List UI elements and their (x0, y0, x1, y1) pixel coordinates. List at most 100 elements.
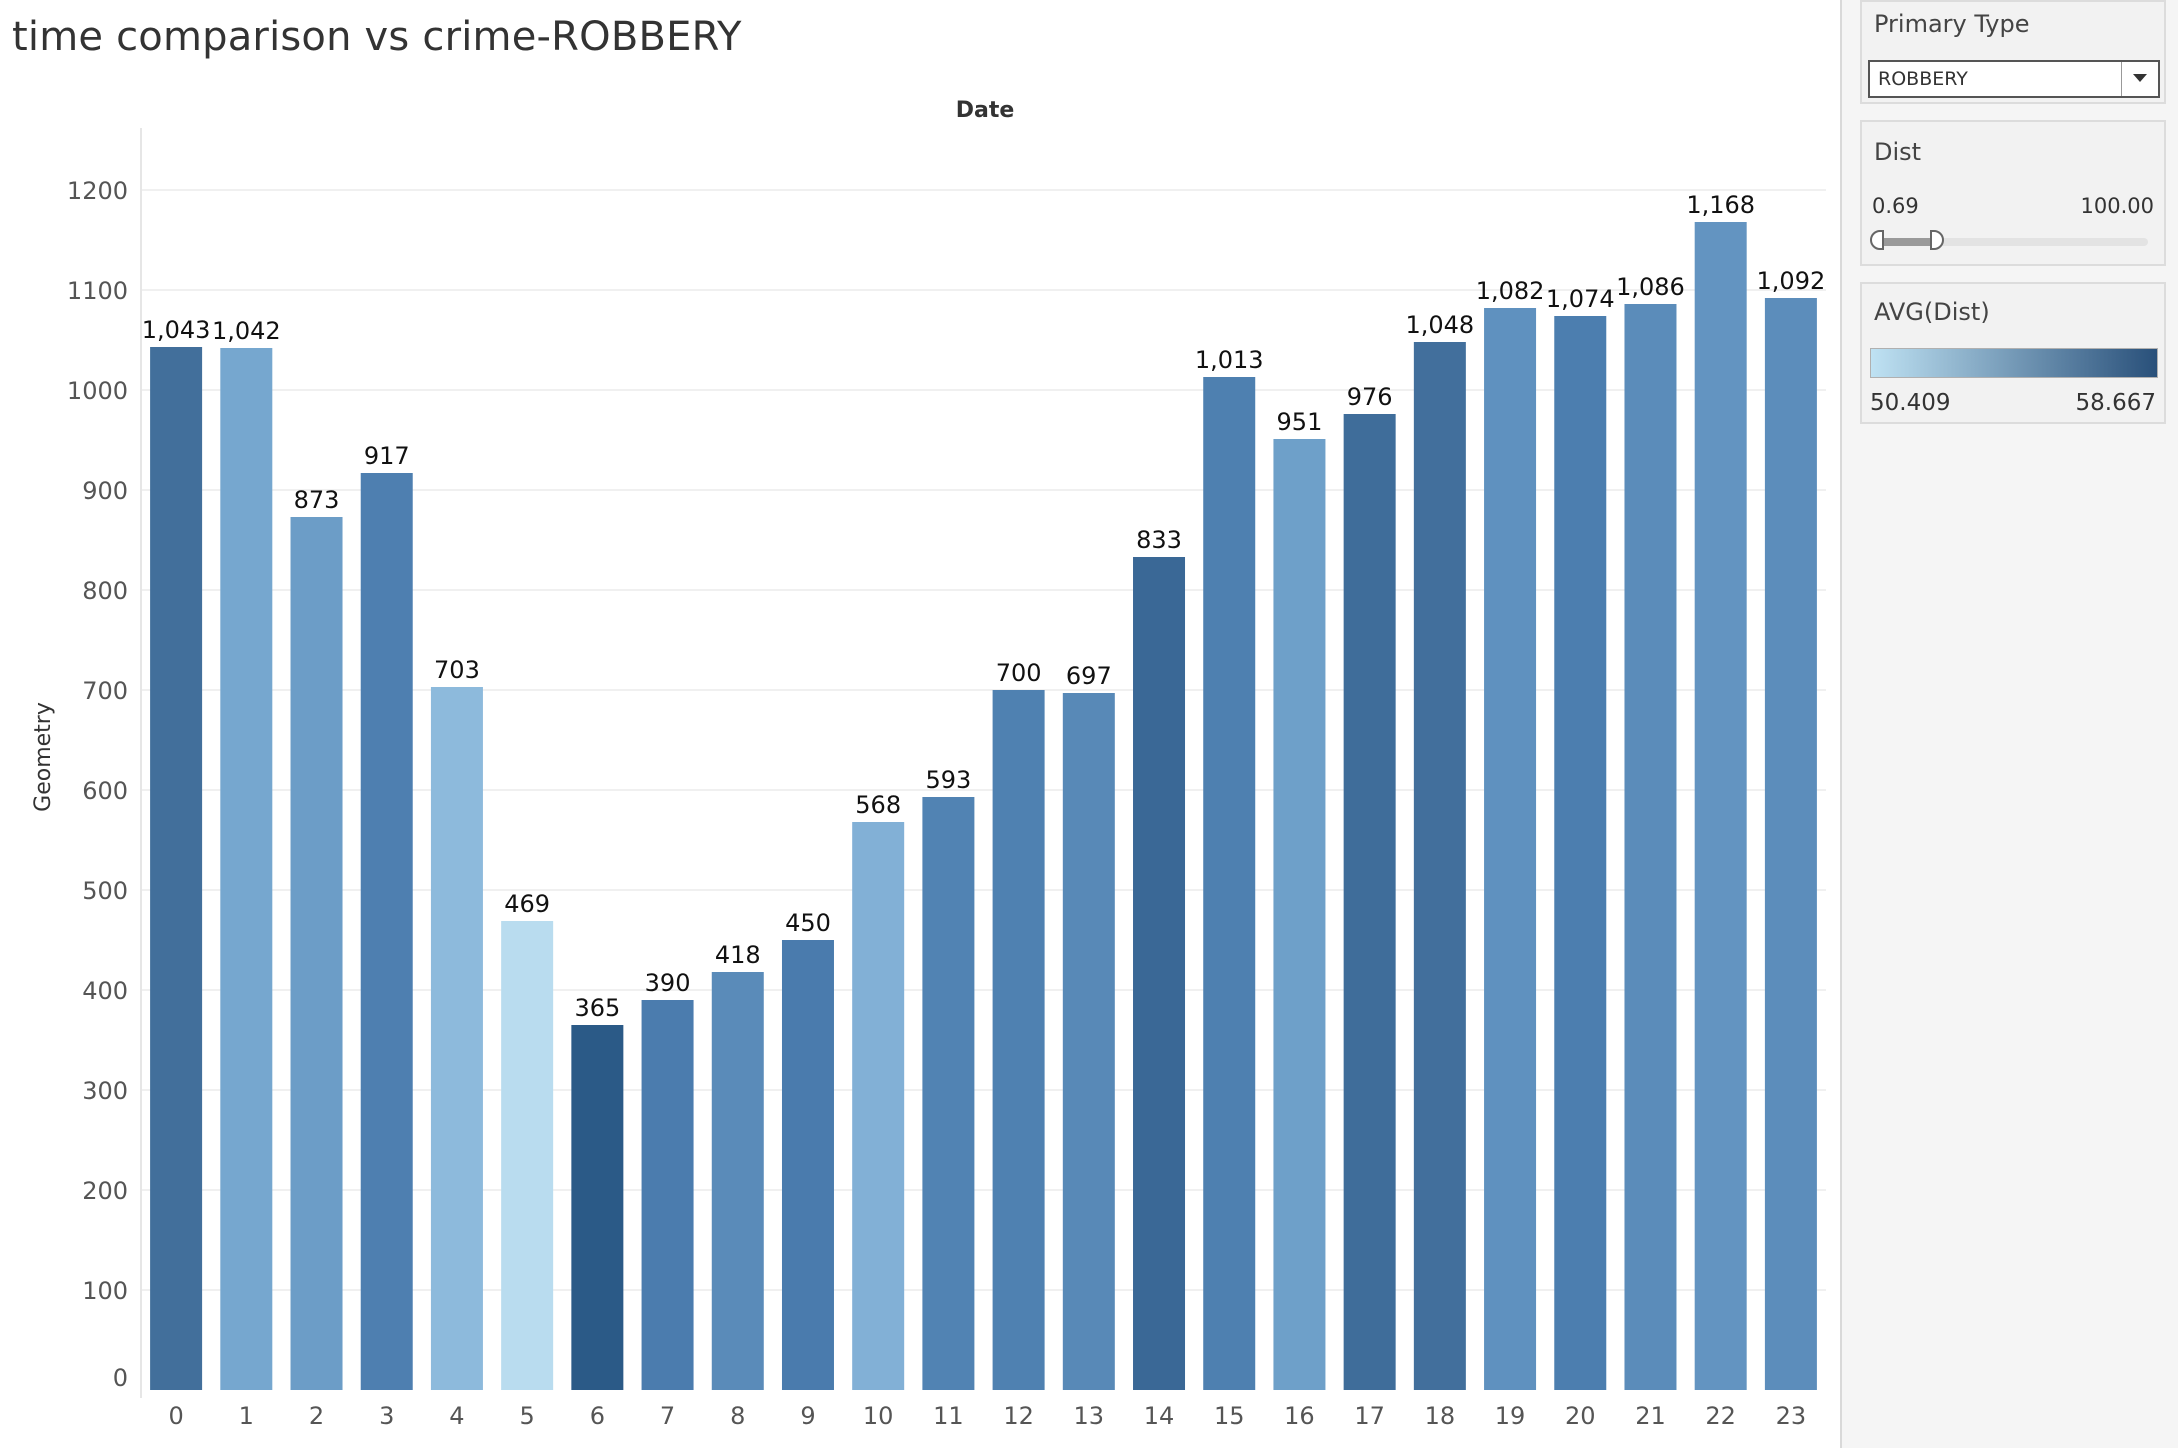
y-tick-label: 200 (82, 1177, 128, 1205)
x-tick-label: 14 (1144, 1402, 1175, 1430)
dist-slider-min-handle[interactable] (1870, 230, 1884, 250)
y-tick-label: 600 (82, 777, 128, 805)
dist-filter-title: Dist (1874, 138, 1922, 166)
data-label: 700 (996, 659, 1042, 687)
data-label: 1,074 (1546, 285, 1615, 313)
y-axis-title: Geometry (31, 702, 56, 812)
bar[interactable] (1694, 222, 1747, 1390)
data-label: 1,082 (1476, 277, 1545, 305)
x-tick-label: 13 (1074, 1402, 1105, 1430)
y-tick-label: 1100 (67, 277, 128, 305)
x-tick-label: 19 (1495, 1402, 1526, 1430)
bar[interactable] (992, 690, 1045, 1390)
bar-chart: 0100200300400500600700800900100011001200… (31, 98, 1826, 1430)
dist-max-value: 100.00 (2080, 194, 2154, 218)
x-tick-label: 18 (1425, 1402, 1456, 1430)
bar[interactable] (1203, 377, 1256, 1390)
avg-dist-legend-title: AVG(Dist) (1874, 298, 1990, 326)
bar[interactable] (220, 348, 273, 1390)
primary-type-dropdown[interactable]: ROBBERY (1868, 60, 2160, 98)
x-tick-label: 7 (660, 1402, 675, 1430)
bar[interactable] (1624, 304, 1677, 1390)
dist-slider-range (1876, 238, 1939, 246)
y-tick-label: 900 (82, 477, 128, 505)
x-tick-label: 21 (1635, 1402, 1666, 1430)
x-tick-label: 1 (239, 1402, 254, 1430)
dist-slider-track[interactable] (1876, 238, 2148, 246)
avg-dist-legend: AVG(Dist) 50.409 58.667 (1860, 282, 2166, 424)
data-labels: 1,043 1,042 873 917 703 469 365 390 418 450 568 593… (142, 191, 1826, 1022)
primary-type-dropdown-value: ROBBERY (1878, 68, 1968, 90)
x-tick-label: 6 (590, 1402, 605, 1430)
y-tick-label: 400 (82, 977, 128, 1005)
x-tick-label: 22 (1705, 1402, 1736, 1430)
x-tick-label: 2 (309, 1402, 324, 1430)
x-tick-label: 3 (379, 1402, 394, 1430)
bar[interactable] (290, 517, 343, 1390)
bar[interactable] (641, 1000, 694, 1390)
y-tick-label: 1000 (67, 377, 128, 405)
bar[interactable] (1764, 298, 1817, 1390)
data-label: 1,092 (1757, 267, 1826, 295)
data-label: 390 (645, 969, 691, 997)
x-tick-label: 10 (863, 1402, 894, 1430)
y-tick-label: 0 (113, 1364, 128, 1392)
bar[interactable] (711, 972, 764, 1390)
chevron-down-icon (2133, 74, 2147, 82)
data-label: 1,042 (212, 317, 281, 345)
bar[interactable] (1413, 342, 1466, 1390)
dist-slider-max-handle[interactable] (1930, 230, 1945, 250)
data-label: 703 (434, 656, 480, 684)
data-label: 1,043 (142, 316, 211, 344)
dist-filter: Dist 0.69 100.00 (1860, 120, 2166, 266)
bar[interactable] (571, 1025, 624, 1390)
bar[interactable] (430, 687, 483, 1390)
x-tick-label: 12 (1003, 1402, 1034, 1430)
data-label: 568 (855, 791, 901, 819)
data-label: 1,086 (1616, 273, 1685, 301)
x-axis-title: Date (956, 98, 1015, 123)
data-label: 833 (1136, 526, 1182, 554)
bar[interactable] (781, 940, 834, 1390)
data-label: 450 (785, 909, 831, 937)
bar[interactable] (1062, 693, 1115, 1390)
legend-min-value: 50.409 (1870, 390, 1951, 416)
y-tick-label: 1200 (67, 177, 128, 205)
data-label: 951 (1277, 408, 1323, 436)
x-tick-label: 20 (1565, 1402, 1596, 1430)
data-label: 593 (925, 766, 971, 794)
x-tick-label: 0 (168, 1402, 183, 1430)
color-ramp (1870, 348, 2158, 378)
bar[interactable] (922, 797, 975, 1390)
data-label: 1,048 (1405, 311, 1474, 339)
bar[interactable] (501, 921, 554, 1390)
data-label: 469 (504, 890, 550, 918)
data-label: 1,013 (1195, 346, 1264, 374)
y-tick-label: 100 (82, 1277, 128, 1305)
primary-type-filter: Primary Type ROBBERY (1860, 0, 2166, 104)
page-title: time comparison vs crime-ROBBERY (12, 14, 742, 60)
y-tick-label: 300 (82, 1077, 128, 1105)
legend-max-value: 58.667 (2075, 390, 2156, 416)
x-tick-label: 16 (1284, 1402, 1315, 1430)
grid-lines (141, 189, 1826, 1291)
bar[interactable] (1133, 557, 1186, 1390)
bar[interactable] (852, 822, 905, 1390)
x-tick-label: 23 (1776, 1402, 1807, 1430)
bar[interactable] (1273, 439, 1326, 1390)
data-label: 697 (1066, 662, 1112, 690)
bar[interactable] (1554, 316, 1607, 1390)
bar[interactable] (150, 347, 203, 1390)
x-tick-label: 15 (1214, 1402, 1245, 1430)
dist-min-value: 0.69 (1872, 194, 1919, 218)
sidebar-divider (1840, 0, 1842, 1448)
data-label: 1,168 (1686, 191, 1755, 219)
bar[interactable] (1484, 308, 1537, 1390)
x-tick-label: 17 (1354, 1402, 1385, 1430)
x-tick-label: 9 (800, 1402, 815, 1430)
x-tick-labels: 0 1 2 3 4 5 6 7 8 9 10 11 12 13 14 15 16 17 18 19 20 21 22 23 (168, 1402, 1806, 1430)
bar[interactable] (1343, 414, 1396, 1390)
dropdown-arrow-button[interactable] (2121, 62, 2158, 96)
bar[interactable] (360, 473, 413, 1390)
x-tick-label: 5 (520, 1402, 535, 1430)
